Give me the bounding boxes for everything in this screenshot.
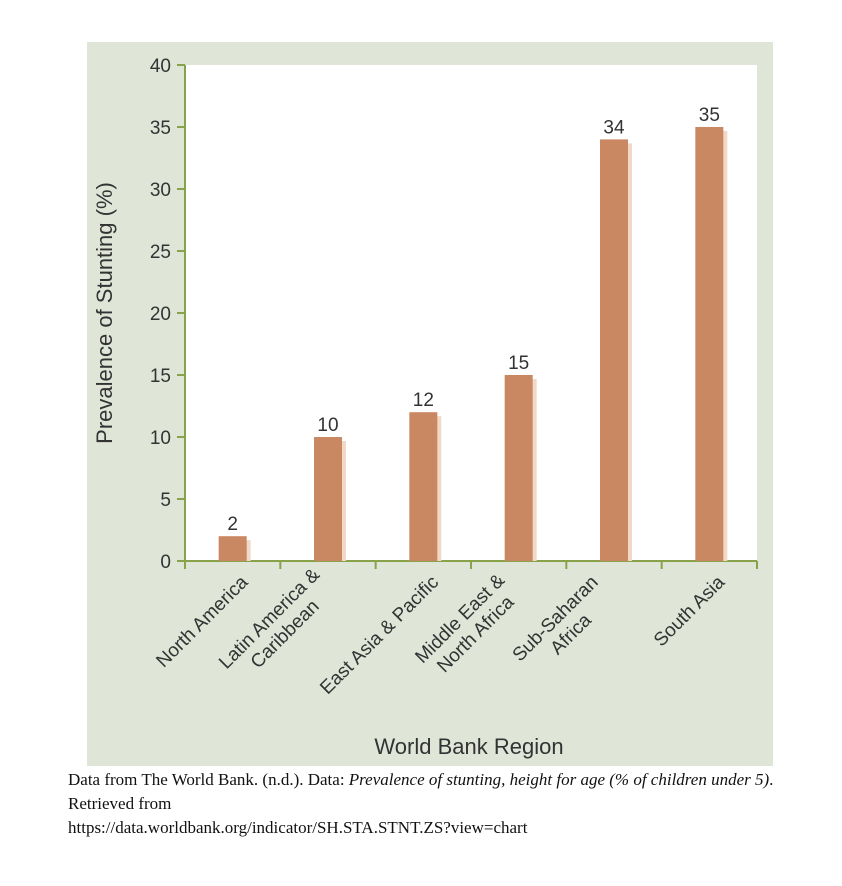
category-label-5: South Asia <box>650 572 729 651</box>
y-tick-label-15: 15 <box>150 366 171 387</box>
y-tick-label-35: 35 <box>150 118 171 139</box>
y-tick-label-5: 5 <box>160 490 171 511</box>
bar-1 <box>314 437 342 561</box>
y-tick-label-40: 40 <box>150 56 171 77</box>
y-tick-label-0: 0 <box>160 552 171 573</box>
bar-0 <box>218 536 247 561</box>
y-axis-title: Prevalence of Stunting (%) <box>92 182 117 444</box>
category-label-5-line-0: South Asia <box>650 572 729 651</box>
data-label-1: 10 <box>317 415 338 436</box>
bar-3 <box>504 375 533 561</box>
bar-5 <box>695 127 724 561</box>
y-tick-label-20: 20 <box>150 304 171 325</box>
data-label-5: 35 <box>699 105 720 126</box>
bar-2 <box>409 412 438 561</box>
bar-4 <box>600 139 628 561</box>
caption-prefix: Data from The World Bank. (n.d.). Data: <box>68 770 349 789</box>
y-tick-label-30: 30 <box>150 180 171 201</box>
chart-panel: 0 5 10 15 20 25 30 35 40 2 10 12 15 34 35 North America… <box>87 42 773 766</box>
data-label-0: 2 <box>227 514 238 535</box>
category-label-2: East Asia & Pacific <box>316 572 443 699</box>
plot-area <box>185 65 757 561</box>
caption-suffix: . Retrieved from <box>68 770 774 813</box>
caption-dataset-title: Prevalence of stunting, height for age (… <box>348 770 770 789</box>
caption-url: https://data.worldbank.org/indicator/SH.… <box>68 818 528 837</box>
source-caption: Data from The World Bank. (n.d.). Data: … <box>68 768 808 840</box>
data-label-4: 34 <box>603 117 625 138</box>
data-label-2: 12 <box>413 390 434 411</box>
data-label-3: 15 <box>508 353 529 374</box>
y-tick-label-25: 25 <box>150 242 171 263</box>
category-label-2-line-0: East Asia & Pacific <box>316 572 443 699</box>
y-tick-label-10: 10 <box>150 428 171 449</box>
x-axis-title: World Bank Region <box>374 734 563 759</box>
